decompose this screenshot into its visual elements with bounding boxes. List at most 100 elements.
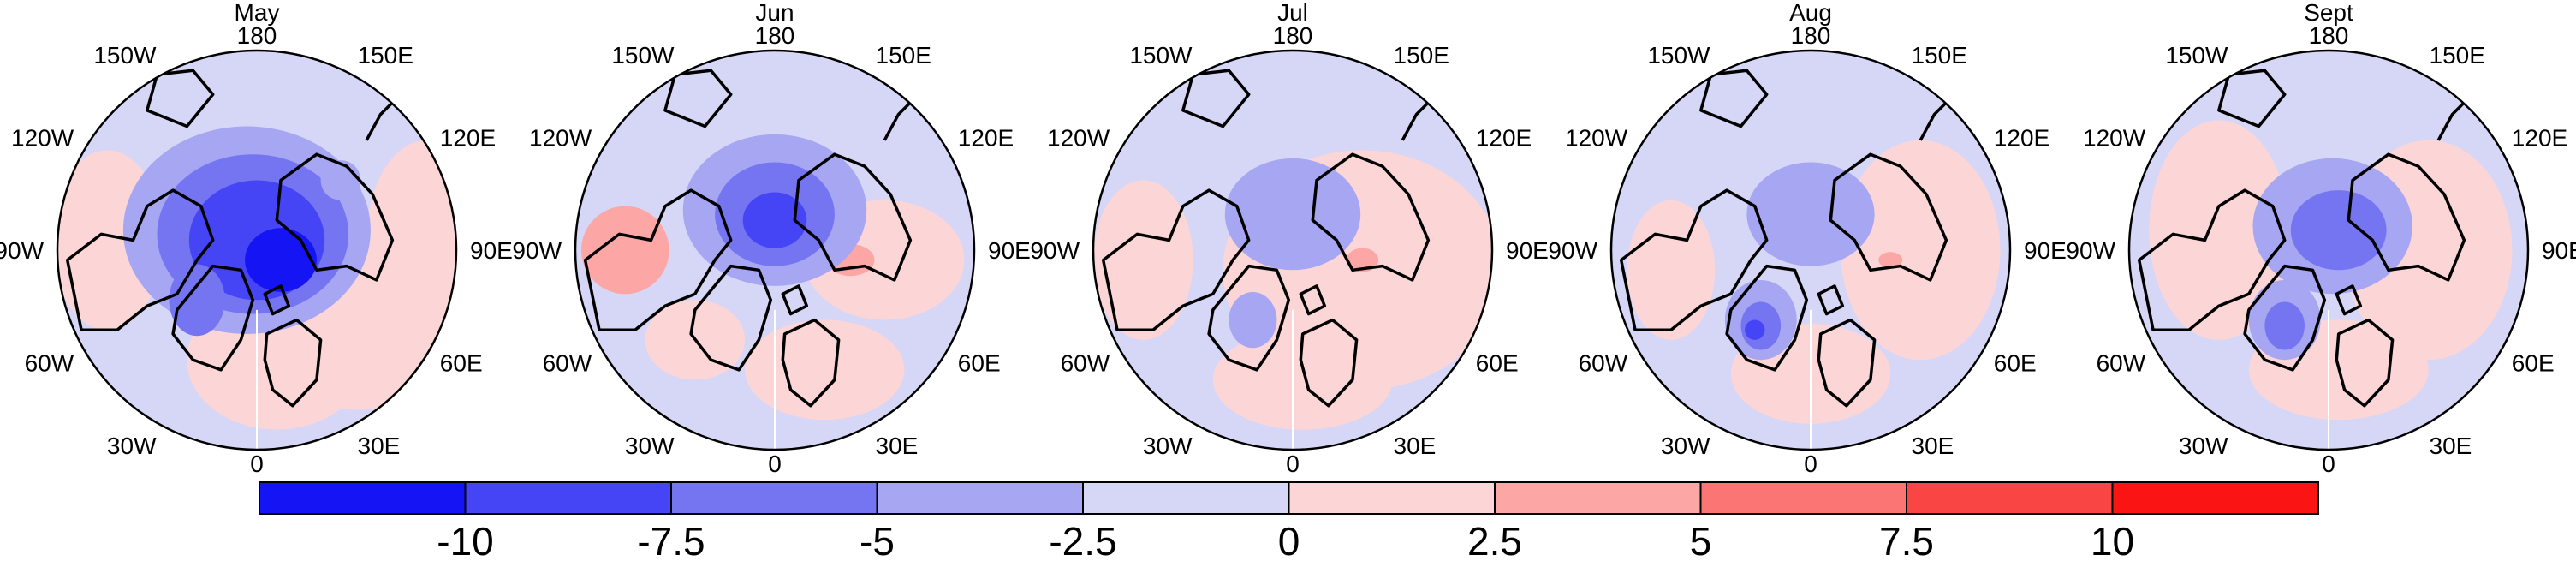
coastline: [1101, 188, 1251, 331]
coastline: [1619, 188, 1769, 331]
longitude-label: 90W: [1030, 237, 1080, 264]
longitude-label: 90E: [988, 237, 1031, 264]
coastline: [275, 152, 395, 282]
panel-title: Aug: [1789, 0, 1832, 26]
coastline: [1817, 318, 1877, 408]
colorbar-tick-label: 2.5: [1467, 519, 1522, 561]
longitude-label: 60W: [1061, 350, 1110, 377]
longitude-label: 60E: [2512, 350, 2555, 377]
coastline: [2335, 318, 2395, 408]
coastline: [793, 152, 913, 282]
anomaly-contour: [2264, 301, 2305, 350]
anomaly-contour: [581, 206, 669, 295]
map-border: [1092, 49, 1494, 451]
longitude-label: 60W: [25, 350, 74, 377]
longitude-label: 120E: [440, 125, 496, 152]
anomaly-field: [575, 51, 974, 450]
anomaly-contour: [1224, 158, 1361, 271]
anomaly-field: [57, 51, 456, 450]
longitude-label: 30E: [358, 433, 401, 459]
longitude-label: 60W: [543, 350, 592, 377]
coastline: [2137, 188, 2287, 331]
panel-title: Sept: [2304, 0, 2353, 26]
colorbar-segment: [670, 481, 878, 515]
coastline: [1299, 318, 1359, 408]
anomaly-contour: [2290, 190, 2387, 271]
anomaly-contour: [1093, 180, 1193, 340]
map-border: [574, 49, 976, 451]
coastline: [583, 188, 733, 331]
longitude-label: 30E: [876, 433, 919, 459]
map-border: [2127, 49, 2530, 451]
coastline: [1699, 69, 1769, 128]
longitude-label: 60E: [1994, 350, 2037, 377]
longitude-label: 150W: [2165, 42, 2228, 69]
longitude-label: 60E: [1476, 350, 1519, 377]
anomaly-contour: [1212, 330, 1393, 430]
coastlines: [65, 69, 402, 408]
longitude-label: 30E: [1912, 433, 1954, 459]
coastline: [2243, 264, 2327, 372]
longitude-label: 150E: [358, 42, 413, 69]
longitude-label: 30W: [625, 433, 675, 459]
coastline: [1311, 152, 1431, 282]
anomaly-contour: [1841, 140, 2001, 361]
longitude-label: 90E: [2024, 237, 2067, 264]
longitude-label: 120E: [1994, 125, 2049, 152]
coastline: [2335, 284, 2363, 316]
panel-title: Jun: [755, 0, 794, 26]
longitude-label: 150W: [1129, 42, 1193, 69]
anomaly-contour: [1346, 248, 1379, 272]
coastline: [1725, 264, 1809, 372]
anomaly-field: [1611, 51, 2010, 450]
colorbar-segment: [259, 481, 467, 515]
longitude-label: 90E: [2542, 237, 2576, 264]
longitude-label: 60E: [440, 350, 483, 377]
coastline: [65, 188, 215, 331]
colorbar-tick-label: 5: [1690, 519, 1712, 561]
longitude-label: 180: [755, 22, 795, 49]
coastline: [263, 284, 291, 316]
coastlines: [1101, 69, 1438, 408]
colorbar-tick-label: -2.5: [1049, 519, 1116, 561]
anomaly-contour: [1229, 292, 1277, 349]
longitude-label: 120E: [1476, 125, 1532, 152]
longitude-label: 150W: [611, 42, 675, 69]
coastline: [263, 318, 323, 408]
colorbar-segment: [1288, 481, 1496, 515]
colorbar-segment: [464, 481, 672, 515]
longitude-label: 0: [1286, 451, 1300, 477]
panel-title: May: [235, 0, 280, 26]
anomaly-contour: [169, 264, 225, 337]
colorbar: -10 -7.5 -5 -2.5 0 2.5 5 7.5 10: [259, 481, 2319, 561]
colorbar-segment: [1082, 481, 1290, 515]
colorbar-segment: [1699, 481, 1907, 515]
colorbar-tick-label: -5: [860, 519, 895, 561]
longitude-label: 0: [768, 451, 782, 477]
longitude-label: 30W: [1143, 433, 1193, 459]
colorbar-segment: [1906, 481, 2114, 515]
colorbar-segment: [2111, 481, 2319, 515]
coastline: [781, 284, 809, 316]
longitude-label: 60W: [2097, 350, 2146, 377]
anomaly-contour: [366, 140, 456, 340]
colorbar-tick-label: -7.5: [637, 519, 705, 561]
anomaly-contour: [1746, 162, 1875, 266]
longitude-label: 90E: [470, 237, 513, 264]
coastline: [1299, 284, 1327, 316]
longitude-label: 0: [1804, 451, 1817, 477]
coastline: [1181, 69, 1251, 128]
anomaly-contour: [742, 192, 807, 248]
longitude-label: 30W: [1661, 433, 1710, 459]
longitude-label: 90E: [1506, 237, 1549, 264]
longitude-label: 150W: [1647, 42, 1710, 69]
coastline: [689, 264, 773, 372]
coastlines: [2137, 69, 2474, 408]
longitude-label: 30W: [2179, 433, 2228, 459]
longitude-label: 60E: [958, 350, 1001, 377]
anomaly-contour: [1878, 252, 1903, 268]
coastline: [1207, 264, 1291, 372]
